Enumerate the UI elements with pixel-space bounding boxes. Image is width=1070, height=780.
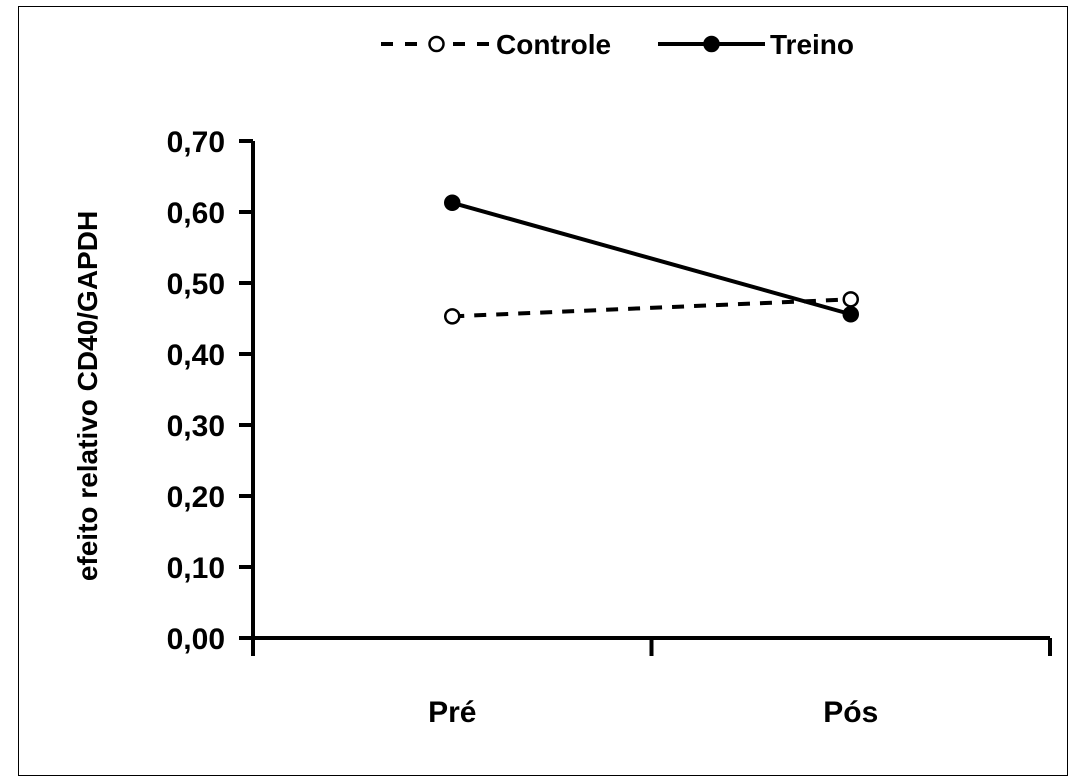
legend-label-treino: Treino (770, 29, 854, 60)
legend-marker-controle (428, 35, 445, 53)
legend-label-controle: Controle (496, 29, 611, 60)
y-tick-label: 0,50 (167, 268, 225, 301)
x-tick-label: Pós (823, 696, 878, 729)
y-tick-label: 0,40 (167, 339, 225, 372)
legend: Controle Treino (381, 29, 854, 60)
legend-marker-treino (703, 35, 720, 53)
y-tick-label: 0,60 (167, 197, 225, 230)
data-point-treino-0 (444, 194, 461, 212)
x-tick-label: Pré (428, 696, 476, 729)
y-tick-label: 0,00 (167, 623, 225, 656)
axes: 0,00 0,10 0,20 0,30 0,40 0,50 0,60 0,70 Pré Pós (167, 126, 1052, 729)
data-point-controle-0 (444, 308, 461, 325)
series-line-treino (451, 200, 852, 317)
series-group (444, 194, 859, 325)
y-tick-label: 0,20 (167, 481, 225, 514)
data-point-controle-1 (842, 291, 859, 308)
y-tick-label: 0,30 (167, 410, 225, 443)
data-point-treino-1 (842, 305, 859, 323)
y-tick-label: 0,70 (167, 126, 225, 159)
chart-frame (18, 6, 1068, 776)
y-tick-label: 0,10 (167, 552, 225, 585)
y-axis-title: efeito relativo CD40/GAPDH (72, 211, 103, 581)
series-line-controle (452, 297, 851, 319)
